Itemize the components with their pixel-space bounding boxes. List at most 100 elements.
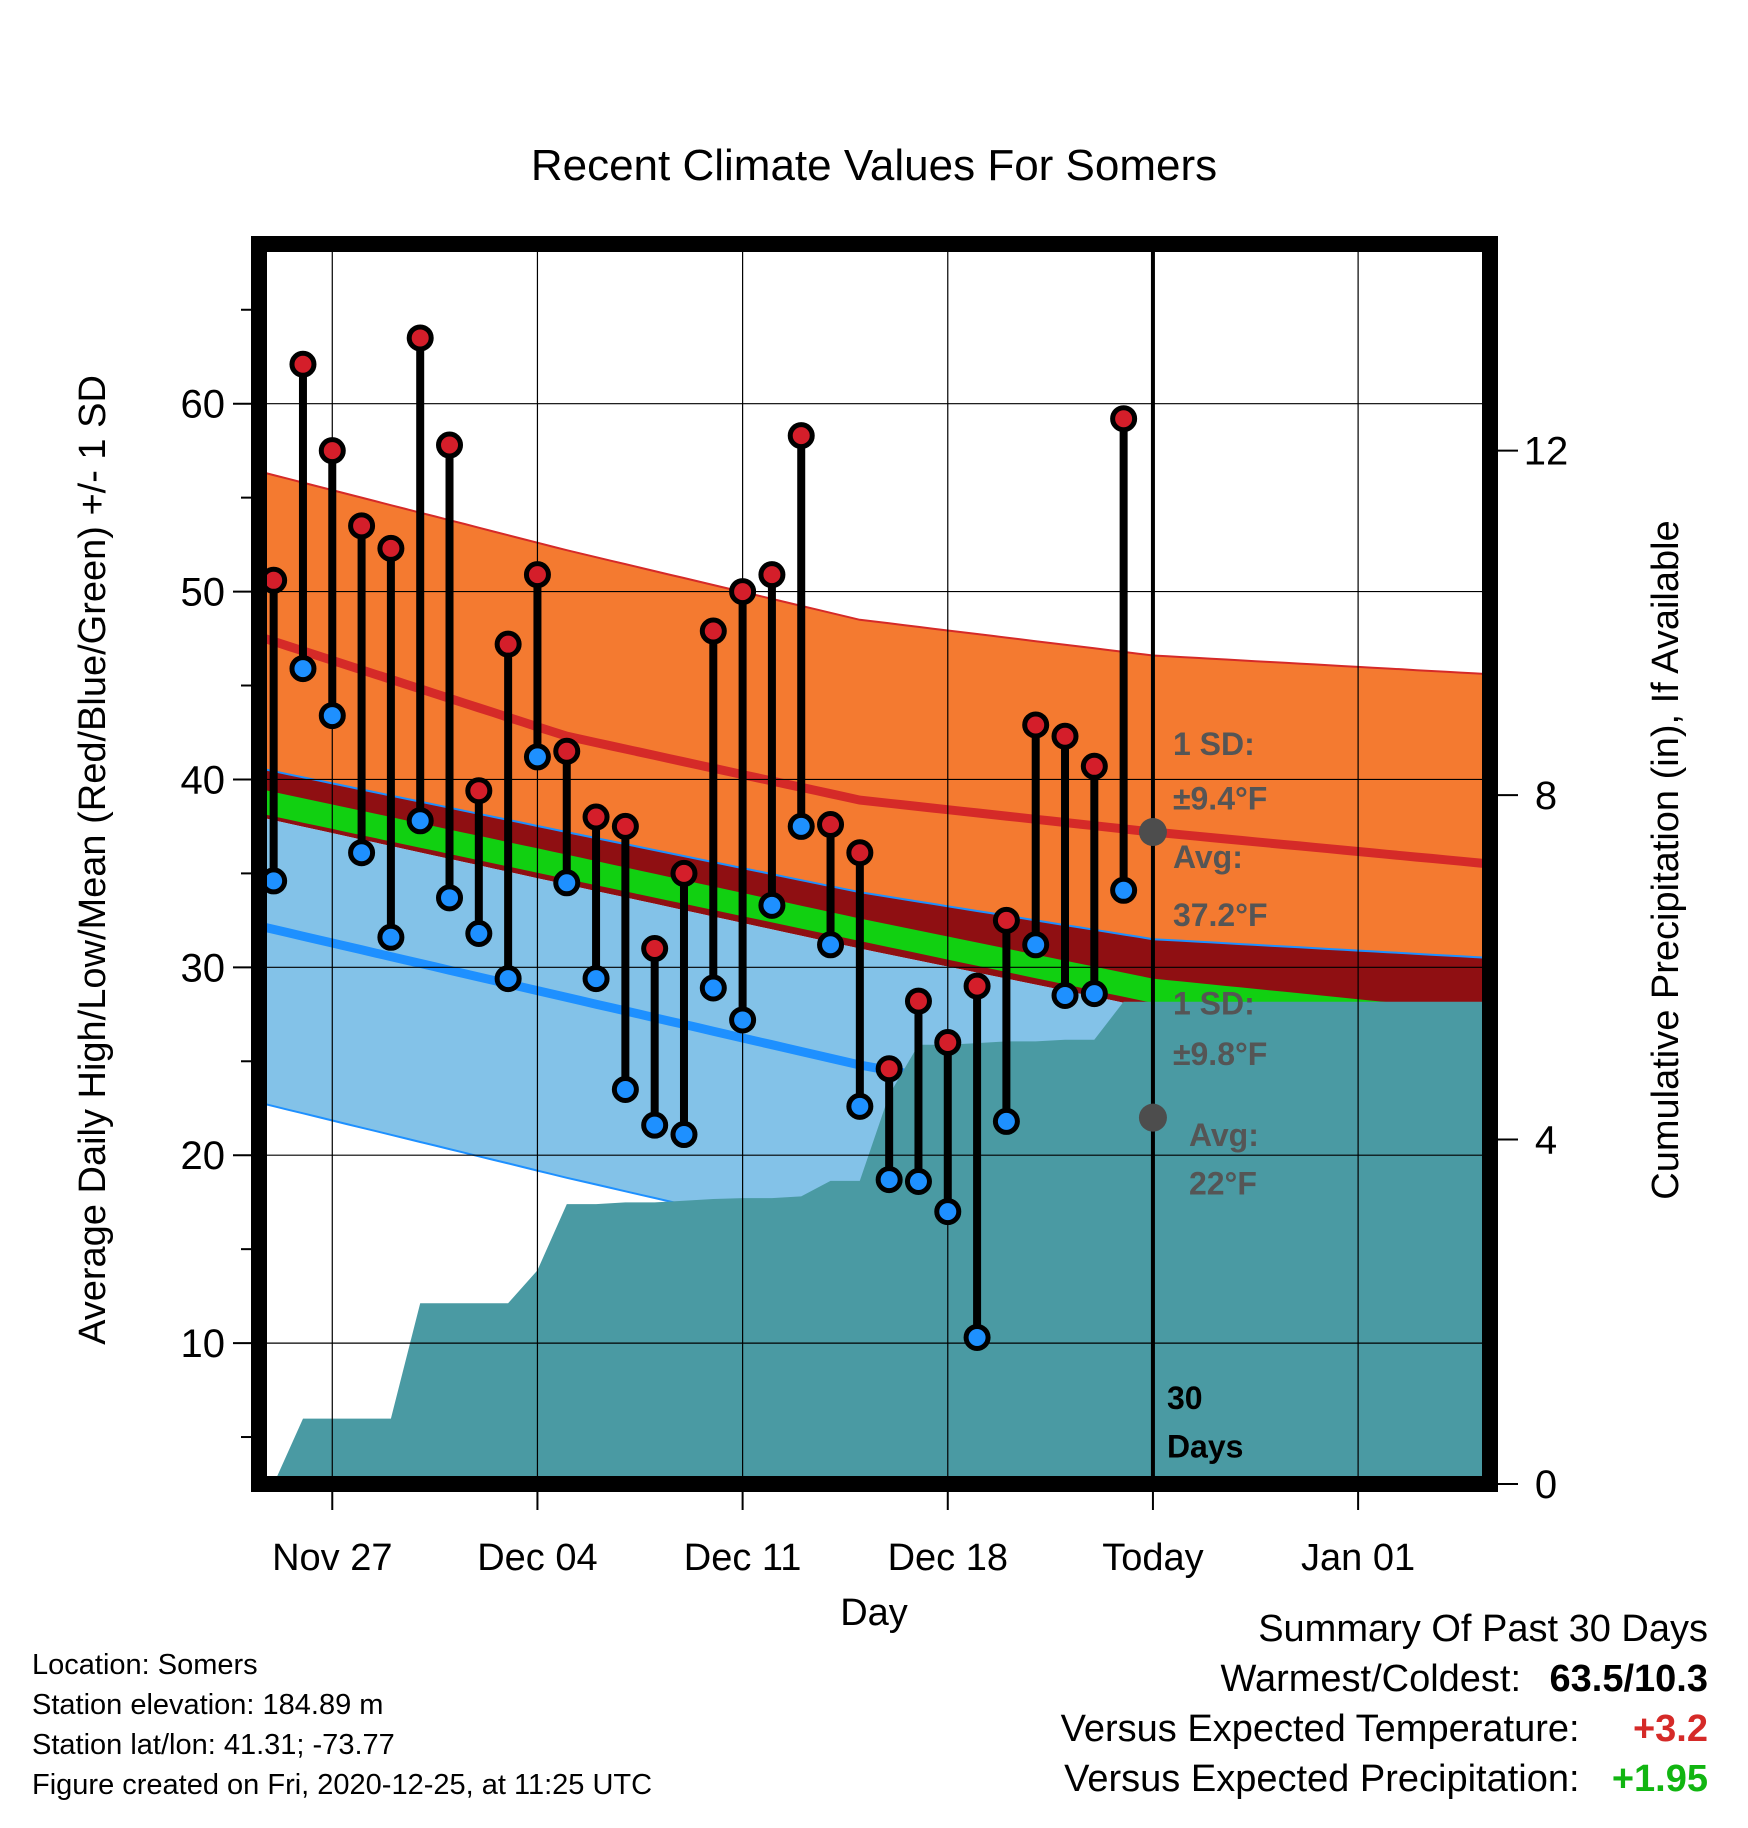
days-label-number: 30 xyxy=(1167,1380,1203,1416)
observed-low-point xyxy=(670,1121,698,1149)
observed-low-point xyxy=(436,884,464,912)
observed-low-point xyxy=(318,702,346,730)
observed-high-point xyxy=(494,630,522,658)
summary-title: Summary Of Past 30 Days xyxy=(1258,1608,1708,1650)
observed-low-point xyxy=(465,920,493,948)
summary-precip-row: Versus Expected Precipitation: +1.95 xyxy=(1064,1758,1708,1801)
low-avg-marker xyxy=(1138,1103,1167,1132)
low-sd-value: ±9.8°F xyxy=(1173,1036,1267,1072)
observed-low-point xyxy=(1110,876,1138,904)
observed-low-point xyxy=(904,1168,932,1196)
observed-low-point xyxy=(289,655,317,683)
x-axis-label: Day xyxy=(840,1592,908,1634)
y-left-tick-label: 10 xyxy=(181,1322,226,1366)
info-elevation: Station elevation: 184.89 m xyxy=(32,1689,384,1721)
summary-warmest-label: Warmest/Coldest: xyxy=(1220,1658,1522,1700)
observed-low-point xyxy=(875,1166,903,1194)
plot-frame xyxy=(251,236,1498,1492)
observed-high-point xyxy=(553,737,581,765)
observed-low-point xyxy=(1080,980,1108,1008)
x-tick-label: Today xyxy=(1102,1537,1203,1579)
high-sd-lower-edge xyxy=(259,767,1490,959)
observed-high-point xyxy=(758,561,786,589)
summary-precip-label: Versus Expected Precipitation: xyxy=(1064,1758,1580,1800)
observed-high-point xyxy=(1051,722,1079,750)
x-tick-label: Dec 11 xyxy=(684,1537,802,1579)
x-tick-label: Nov 27 xyxy=(272,1537,392,1579)
high-sd-title: 1 SD: xyxy=(1173,726,1255,762)
low-sd-title: 1 SD: xyxy=(1173,985,1255,1021)
observed-high-point xyxy=(992,906,1020,934)
y-right-tick-label: 8 xyxy=(1535,774,1557,818)
y-axis-label-right: Cumulative Precipitation (in), If Availa… xyxy=(1645,520,1687,1199)
y-left-tick-label: 50 xyxy=(181,571,226,615)
y-left-tick-label: 20 xyxy=(181,1134,226,1178)
y-axis-label-left: Average Daily High/Low/Mean (Red/Blue/Gr… xyxy=(72,375,114,1345)
observed-high-point xyxy=(582,803,610,831)
observed-high-point xyxy=(699,617,727,645)
low-avg-value: 22°F xyxy=(1189,1166,1257,1202)
observed-low-point xyxy=(377,923,405,951)
observed-high-point xyxy=(289,350,317,378)
observed-low-point xyxy=(699,974,727,1002)
observed-low-point xyxy=(494,965,522,993)
observed-high-point xyxy=(1022,711,1050,739)
normal-high-line xyxy=(259,632,1490,869)
observed-low-point xyxy=(934,1198,962,1226)
summary-temp-label: Versus Expected Temperature: xyxy=(1060,1708,1580,1750)
observed-high-point xyxy=(611,812,639,840)
y-right-tick-label: 12 xyxy=(1524,430,1569,474)
x-tick-label: Dec 18 xyxy=(888,1537,1008,1579)
info-created: Figure created on Fri, 2020-12-25, at 11… xyxy=(32,1769,653,1801)
y-right-tick-label: 4 xyxy=(1535,1119,1557,1163)
observed-low-point xyxy=(1051,982,1079,1010)
observed-low-point xyxy=(787,812,815,840)
observed-high-point xyxy=(934,1028,962,1056)
observed-low-point xyxy=(553,869,581,897)
observed-high-point xyxy=(523,561,551,589)
summary-warmest-row: Warmest/Coldest: 63.5/10.3 xyxy=(1221,1658,1709,1701)
summary-temp-row: Versus Expected Temperature: +3.2 xyxy=(1061,1708,1708,1751)
summary-block: Summary Of Past 30 Days xyxy=(1258,1608,1708,1651)
y-left-tick-label: 30 xyxy=(181,946,226,990)
observed-low-point xyxy=(963,1323,991,1351)
observed-high-point xyxy=(406,324,434,352)
x-tick-label: Jan 01 xyxy=(1301,1537,1415,1579)
plot-inner xyxy=(259,244,1490,1484)
summary-precip-value: +1.95 xyxy=(1611,1758,1708,1800)
observed-high-point xyxy=(817,811,845,839)
observed-high-point xyxy=(1110,405,1138,433)
observed-low-point xyxy=(846,1092,874,1120)
observed-low-point xyxy=(348,839,376,867)
y-left-tick-label: 60 xyxy=(181,383,226,427)
high-sd-value: ±9.4°F xyxy=(1173,781,1267,817)
high-sd-upper-edge xyxy=(259,470,1490,676)
plot-area: 1 SD: ±9.4°F Avg: 37.2°F 1 SD: ±9.8°F Avg: 22°F… xyxy=(181,236,1569,1579)
observed-high-point xyxy=(1080,752,1108,780)
observed-low-point xyxy=(611,1075,639,1103)
observed-high-point xyxy=(465,777,493,805)
info-location: Location: Somers xyxy=(32,1649,258,1681)
observed-low-point xyxy=(582,965,610,993)
chart-title: Recent Climate Values For Somers xyxy=(531,141,1217,190)
observed-low-point xyxy=(992,1107,1020,1135)
observed-high-point xyxy=(641,935,669,963)
low-avg-title: Avg: xyxy=(1189,1117,1259,1153)
summary-temp-value: +3.2 xyxy=(1632,1708,1708,1750)
observed-high-point xyxy=(670,859,698,887)
observed-high-point xyxy=(377,534,405,562)
observed-low-point xyxy=(758,891,786,919)
observed-low-point xyxy=(406,807,434,835)
y-left-tick-label: 40 xyxy=(181,758,226,802)
y-right-tick-label: 0 xyxy=(1535,1463,1557,1507)
observed-low-point xyxy=(729,1006,757,1034)
info-latlon: Station lat/lon: 41.31; -73.77 xyxy=(32,1729,395,1761)
observed-high-point xyxy=(787,422,815,450)
observed-high-point xyxy=(904,987,932,1015)
observed-high-point xyxy=(875,1055,903,1083)
high-avg-value: 37.2°F xyxy=(1173,897,1268,933)
high-avg-marker xyxy=(1138,818,1167,847)
observed-low-point xyxy=(641,1111,669,1139)
x-tick-label: Dec 04 xyxy=(477,1537,597,1579)
